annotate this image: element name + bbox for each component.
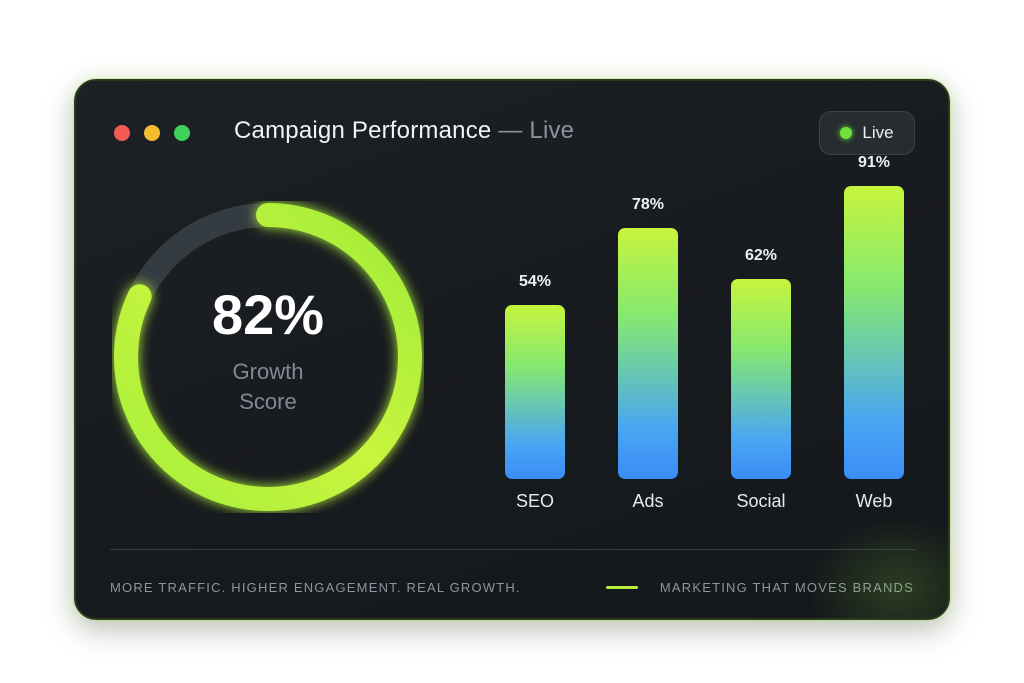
channel-bar-chart: 54% SEO 78% Ads 62% Social 91% Web [76, 81, 948, 618]
growth-ring-svg [114, 203, 422, 511]
footer-slogan: MARKETING THAT MOVES BRANDS [659, 580, 914, 595]
close-dot[interactable] [114, 125, 130, 141]
footer-tagline: MORE TRAFFIC. HIGHER ENGAGEMENT. REAL GR… [110, 580, 521, 595]
footer-divider [110, 549, 916, 550]
growth-value: 82% [211, 283, 325, 346]
live-badge[interactable]: Live [819, 111, 915, 155]
bar-category-label: Web [855, 491, 893, 511]
minimize-dot[interactable] [144, 125, 160, 141]
window-controls [114, 125, 190, 141]
bar-category-label: Ads [632, 491, 664, 511]
live-dot-icon [840, 127, 853, 139]
ring-progress [114, 203, 422, 511]
title-separator: — [498, 117, 523, 144]
bar-social [731, 279, 791, 479]
title-status: Live [529, 117, 575, 144]
growth-label: Growth Score [232, 359, 304, 414]
bar-category-label: Social [736, 491, 786, 511]
bar-value-label: 54% [518, 273, 552, 291]
bar-value-label: 78% [631, 195, 665, 213]
bar-ads [618, 227, 678, 479]
bar-web [844, 185, 904, 479]
live-badge-label: Live [862, 123, 894, 142]
bar-seo [505, 305, 565, 479]
growth-ring: 82% Growth Score [112, 201, 424, 513]
bar-value-label: 91% [857, 153, 891, 171]
accent-line [605, 586, 638, 589]
dashboard-window: Campaign Performance — Live Live [74, 79, 950, 620]
footer-slogan-group: MARKETING THAT MOVES BRANDS [605, 580, 914, 595]
maximize-dot[interactable] [174, 125, 190, 141]
title-text: Campaign Performance [234, 117, 492, 144]
window-title: Campaign Performance — Live [234, 117, 574, 145]
bar-value-label: 62% [744, 247, 778, 265]
bar-category-label: SEO [515, 491, 554, 511]
